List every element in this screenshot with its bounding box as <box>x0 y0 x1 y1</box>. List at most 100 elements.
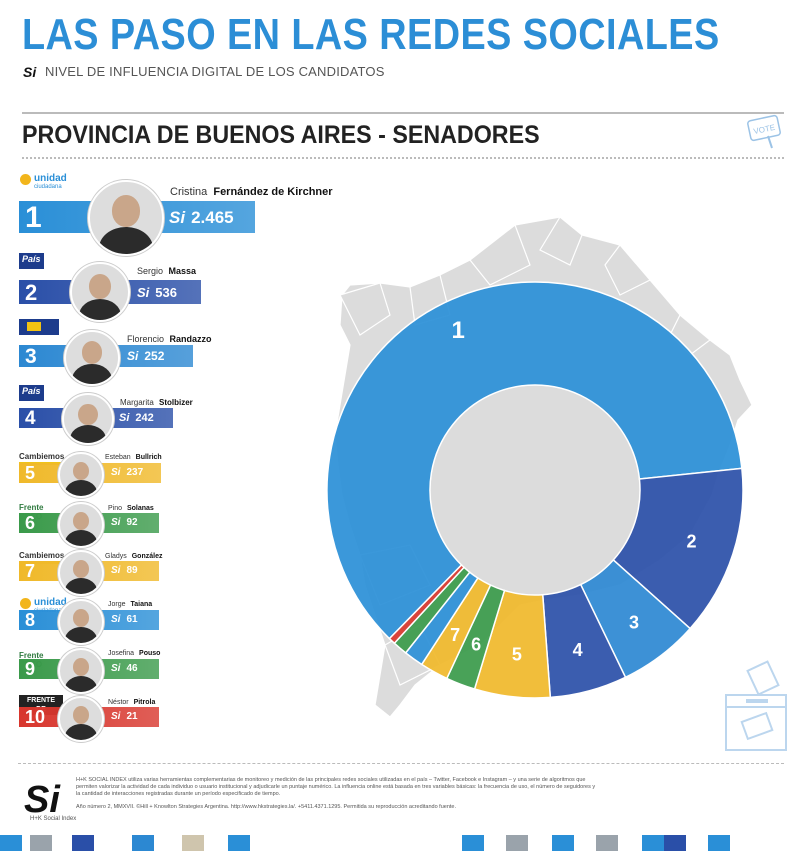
candidate-name: Josefina Pouso <box>108 650 160 657</box>
candidate-name: Esteban Bullrich <box>105 454 162 461</box>
donut-slice-1 <box>326 281 743 640</box>
rank-number: 10 <box>25 707 46 727</box>
candidate-last-name: Solanas <box>126 505 154 512</box>
color-square <box>552 835 574 851</box>
candidate-photo <box>88 180 164 256</box>
rank-number: 2 <box>25 280 38 305</box>
rank-number: 9 <box>25 659 36 679</box>
color-square <box>596 835 618 851</box>
candidate-name: Néstor Pitrola <box>108 699 155 706</box>
si-mark: Si <box>111 467 121 478</box>
color-square <box>182 835 204 851</box>
candidate-first-name: Esteban <box>105 454 133 461</box>
color-square <box>228 835 250 851</box>
score-number: 242 <box>135 411 154 424</box>
donut-label-1: 1 <box>452 317 465 344</box>
candidate-last-name: Pouso <box>139 650 161 657</box>
divider <box>22 112 784 114</box>
score-number: 92 <box>126 517 138 528</box>
candidate-photo <box>58 550 104 596</box>
color-square <box>132 835 154 851</box>
candidate-photo <box>58 648 104 694</box>
candidate-photo <box>58 696 104 742</box>
candidate-first-name: Gladys <box>105 553 129 560</box>
score-number: 89 <box>126 565 138 576</box>
si-mark: Si <box>119 411 130 424</box>
score-number: 252 <box>144 349 165 363</box>
score-number: 536 <box>155 284 177 300</box>
candidate-first-name: Florencio <box>127 334 167 344</box>
rank-number: 1 <box>25 201 42 234</box>
candidate-name: Sergio Massa <box>137 266 196 276</box>
color-square <box>462 835 484 851</box>
si-mark: Si <box>111 614 121 625</box>
candidate-name: Florencio Randazzo <box>127 334 212 344</box>
candidate-name: Gladys González <box>105 553 162 560</box>
score-value: Si 92 <box>111 517 138 528</box>
party-logo: País <box>19 385 44 401</box>
donut-label-7: 7 <box>450 625 460 645</box>
donut-label-6: 6 <box>471 635 481 655</box>
footer-logo-caption: H+K Social Index <box>30 816 77 822</box>
candidate-last-name: Fernández de Kirchner <box>213 186 333 198</box>
score-value: Si 536 <box>137 285 177 300</box>
rank-number: 5 <box>25 463 36 483</box>
color-square <box>72 835 94 851</box>
candidate-last-name: Massa <box>168 266 197 276</box>
candidate-name: Pino Solanas <box>108 505 154 512</box>
score-value: Si 89 <box>111 565 138 576</box>
score-value: Si 242 <box>119 412 154 424</box>
color-square <box>506 835 528 851</box>
score-number: 2.465 <box>191 207 234 227</box>
candidate-photo <box>58 502 104 548</box>
candidate-name: Jorge Taiana <box>108 601 152 608</box>
score-number: 21 <box>126 711 138 722</box>
section-title: PROVINCIA DE BUENOS AIRES - SENADORES <box>22 121 540 149</box>
donut-slices <box>326 281 744 699</box>
rank-number: 7 <box>25 561 36 581</box>
donut-slice-10 <box>388 563 466 645</box>
footer-credits: Año número 2, MMXVII. ©Hill + Knowlton S… <box>76 804 456 810</box>
candidate-photo <box>70 262 130 322</box>
footer-description: H+K SOCIAL INDEX utiliza varias herramie… <box>76 777 596 797</box>
score-value: Si 252 <box>127 349 164 363</box>
footer-logo-mark: Si <box>24 779 61 818</box>
color-square <box>30 835 52 851</box>
color-square <box>642 835 664 851</box>
party-logo-subtitle: ciudadana <box>34 184 62 190</box>
score-number: 237 <box>126 467 144 478</box>
candidate-name: Cristina Fernández de Kirchner <box>170 186 333 198</box>
candidate-first-name: Cristina <box>170 186 211 198</box>
donut-label-4: 4 <box>573 640 583 660</box>
divider-dotted <box>22 157 784 159</box>
page-title: LAS PASO EN LAS REDES SOCIALES <box>22 10 720 59</box>
score-value: Si 2.465 <box>169 208 234 228</box>
candidate-last-name: Randazzo <box>169 334 212 344</box>
si-mark: Si <box>137 284 150 300</box>
candidate-last-name: Pitrola <box>133 699 156 706</box>
color-square <box>708 835 730 851</box>
candidate-first-name: Sergio <box>137 266 166 276</box>
divider-dashed <box>18 763 784 764</box>
candidate-first-name: Pino <box>108 505 124 512</box>
si-mark: Si <box>111 517 121 528</box>
candidate-photo <box>58 452 104 498</box>
party-logo: País <box>19 253 44 269</box>
candidate-first-name: Josefina <box>108 650 137 657</box>
donut-label-5: 5 <box>512 644 522 664</box>
page-subtitle: NIVEL DE INFLUENCIA DIGITAL DE LOS CANDI… <box>45 64 385 79</box>
rank-number: 4 <box>25 407 36 429</box>
candidate-photo <box>58 599 104 645</box>
candidate-photo <box>64 330 120 386</box>
donut-chart: 1 2 3 4 5 67 <box>326 216 753 718</box>
score-value: Si 237 <box>111 467 143 478</box>
si-mark: Si <box>111 711 121 722</box>
si-mark: Si <box>111 565 121 576</box>
candidate-last-name: González <box>131 553 163 560</box>
party-logo: unidad <box>19 597 67 611</box>
rank-number: 6 <box>25 513 36 533</box>
donut-label-3: 3 <box>629 612 639 632</box>
ballot-box-icon <box>725 660 787 751</box>
vote-badge-text: VOTE <box>753 123 776 136</box>
si-mark: Si <box>169 207 186 227</box>
